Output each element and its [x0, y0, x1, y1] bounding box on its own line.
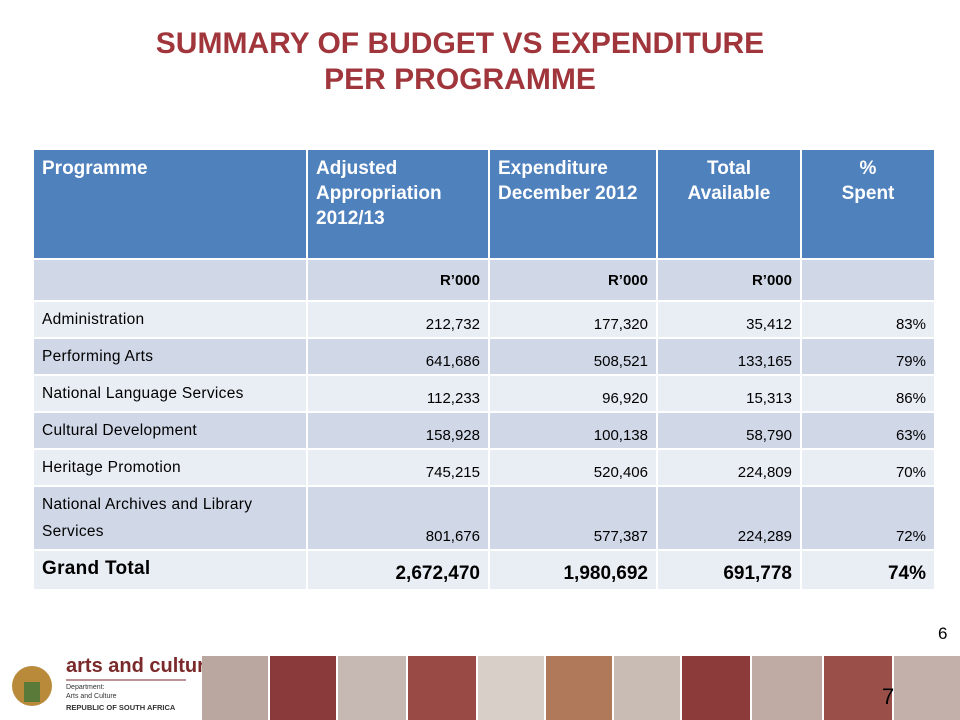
value-cell: 745,215 — [306, 448, 490, 487]
column-header: Total Available — [656, 148, 802, 260]
value-cell: 63% — [800, 411, 936, 450]
table-row: Heritage Promotion 745,215 520,406 224,809 7… — [32, 448, 936, 487]
table-row: National Archives and Library Services 80… — [32, 485, 936, 551]
column-header: Expenditure December 2012 — [488, 148, 658, 260]
title-line: SUMMARY OF BUDGET VS EXPENDITURE — [155, 27, 765, 60]
table-row: Performing Arts 641,686 508,521 133,165 79% — [32, 337, 936, 376]
table-row: National Language Services 112,233 96,920 1… — [32, 374, 936, 413]
value-cell: 801,676 — [306, 485, 490, 551]
value-cell: 15,313 — [656, 374, 802, 413]
value-cell: 112,233 — [306, 374, 490, 413]
total-value: 2,672,470 — [306, 549, 490, 591]
total-value: 691,778 — [656, 549, 802, 591]
value-cell: 83% — [800, 300, 936, 339]
total-label: Grand Total — [32, 549, 308, 591]
value-cell: 508,521 — [488, 337, 658, 376]
value-cell: 70% — [800, 448, 936, 487]
cell — [800, 258, 936, 302]
table-row: Administration 212,732 177,320 35,412 83% — [32, 300, 936, 339]
logo-country: REPUBLIC OF SOUTH AFRICA — [66, 703, 176, 712]
value-cell: 79% — [800, 337, 936, 376]
value-cell: 86% — [800, 374, 936, 413]
programme-cell: Performing Arts — [32, 337, 308, 376]
slide-title: SUMMARY OF BUDGET VS EXPENDITURE PER PRO… — [0, 26, 920, 98]
slide-number: 6 — [938, 624, 948, 643]
header-row: Programme Adjusted Appropriation 2012/13 E… — [32, 148, 936, 260]
logo-department: Department: Arts and Culture — [66, 684, 117, 700]
value-cell: 58,790 — [656, 411, 802, 450]
value-cell: 100,138 — [488, 411, 658, 450]
value-cell: 577,387 — [488, 485, 658, 551]
coat-of-arms — [24, 682, 40, 702]
unit-cell: R’000 — [488, 258, 658, 302]
value-cell: 133,165 — [656, 337, 802, 376]
budget-table: Programme Adjusted Appropriation 2012/13 E… — [32, 148, 936, 591]
cell — [32, 258, 308, 302]
value-cell: 212,732 — [306, 300, 490, 339]
column-header: Programme — [32, 148, 308, 260]
value-cell: 35,412 — [656, 300, 802, 339]
value-cell: 158,928 — [306, 411, 490, 450]
programme-cell: Heritage Promotion — [32, 448, 308, 487]
value-cell: 72% — [800, 485, 936, 551]
total-value: 74% — [800, 549, 936, 591]
table-row: Cultural Development 158,928 100,138 58,790… — [32, 411, 936, 450]
value-cell: 177,320 — [488, 300, 658, 339]
total-row: Grand Total 2,672,470 1,980,692 691,778 74% — [32, 549, 936, 591]
programme-cell: Administration — [32, 300, 308, 339]
total-value: 1,980,692 — [488, 549, 658, 591]
programme-cell: National Language Services — [32, 374, 308, 413]
unit-cell: R’000 — [656, 258, 802, 302]
value-cell: 96,920 — [488, 374, 658, 413]
units-row: R’000 R’000 R’000 — [32, 258, 936, 302]
footer-strip: arts and culture Department: Arts and Cul… — [0, 652, 960, 720]
value-cell: 520,406 — [488, 448, 658, 487]
programme-cell: Cultural Development — [32, 411, 308, 450]
value-cell: 224,809 — [656, 448, 802, 487]
unit-cell: R’000 — [306, 258, 490, 302]
title-line: PER PROGRAMME — [324, 63, 596, 96]
photo-strip — [202, 656, 960, 720]
logo-name: arts and culture — [66, 655, 216, 677]
slide-number: 7 — [882, 684, 895, 709]
column-header: Adjusted Appropriation 2012/13 — [306, 148, 490, 260]
value-cell: 224,289 — [656, 485, 802, 551]
value-cell: 641,686 — [306, 337, 490, 376]
programme-cell: National Archives and Library Services — [32, 485, 308, 551]
column-header: % Spent — [800, 148, 936, 260]
